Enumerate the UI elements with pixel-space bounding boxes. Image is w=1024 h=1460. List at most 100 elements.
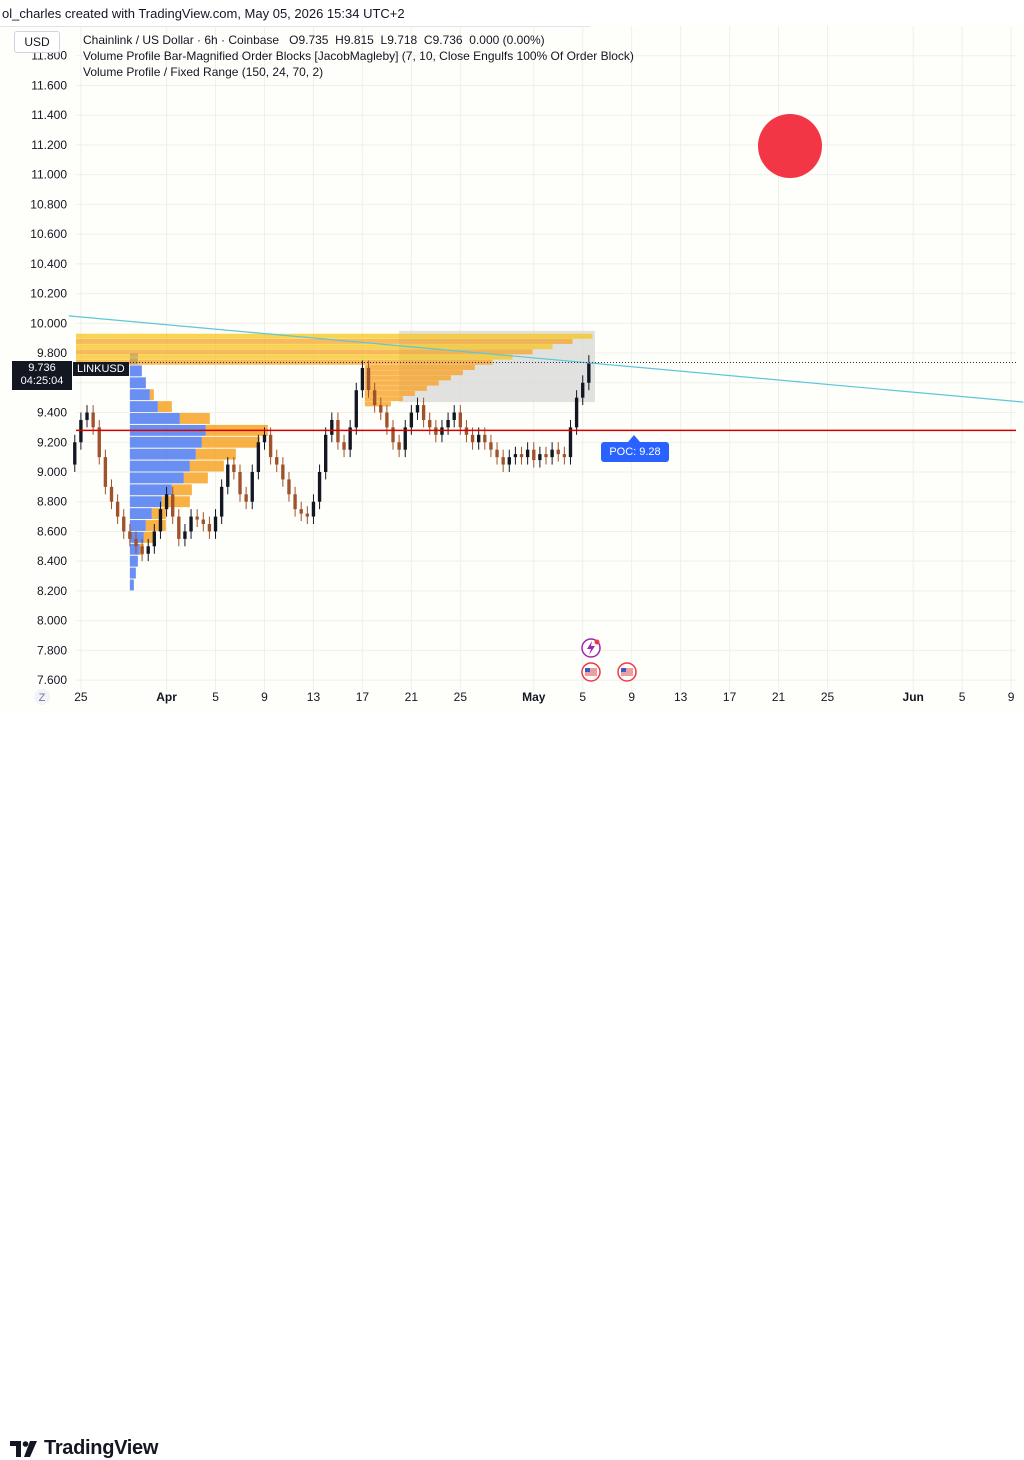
close-value: C9.736 [423,33,463,47]
vp-down-bar [129,567,136,579]
y-tick-label: 9.200 [37,435,67,449]
x-tick-label: 21 [772,690,786,704]
candle-body [195,516,199,520]
candle-body [446,419,450,428]
candle-body [556,449,560,455]
x-tick-label: 9 [1008,690,1015,704]
candle-body [317,471,322,502]
x-tick-label: 5 [579,690,586,704]
trendline [68,315,1024,403]
vp-down-bar [129,484,172,496]
candle-body [103,457,108,487]
candle-body [281,464,285,480]
candle-body [262,434,267,443]
flag-canton [585,668,590,672]
candle-body [470,434,475,443]
overlays [68,315,1024,432]
poc-label[interactable]: POC: 9.28 [601,442,669,462]
symbol-name[interactable]: Chainlink / US Dollar · 6h · Coinbase [83,33,280,47]
event-icons [581,638,637,682]
x-axis: 25 Apr 5 9 13 17 21 25 May 5 9 13 17 21 25 Jun 5 9 [74,690,1015,704]
indicator-volume-profile[interactable]: Volume Profile / Fixed Range (150, 24, 7… [83,65,324,79]
candle-body [299,509,303,514]
x-tick-label: 13 [307,690,321,704]
candle-body [360,367,365,391]
y-tick-label: 10.800 [30,197,67,211]
vp-down-bar [129,448,196,460]
candle-body [476,434,481,443]
tradingview-logo[interactable]: TradingView [10,1437,158,1460]
candle-body [519,454,524,458]
vp-up-bar [161,496,190,508]
indicator-order-blocks[interactable]: Volume Profile Bar-Magnified Order Block… [83,49,634,63]
vp-down-bar [129,508,152,520]
x-tick-label: Jun [903,690,924,704]
flag-canton-2 [621,668,626,672]
candle-body [287,479,291,495]
candle-body [91,412,95,428]
vp-up-bar [143,531,154,543]
candle-body [128,531,132,539]
order-block-band [76,344,553,350]
candle-body [293,494,297,510]
candle-body [342,442,346,450]
candle-body [226,464,230,487]
ticker-tag: LINKUSD [73,362,129,376]
candle-body [385,412,389,428]
vp-up-bar [149,389,154,401]
vp-up-bar [157,401,172,413]
bar-countdown: 04:25:04 [20,375,64,387]
candle-body [397,442,401,450]
candle-body [171,494,175,517]
poc-label-pointer [628,435,640,442]
candle-body [73,442,77,465]
order-block-band [76,349,533,355]
x-tick-label: 9 [261,690,268,704]
vp-down-bar [129,436,202,448]
candle-body [587,362,591,383]
y-tick-label: 10.000 [30,316,67,330]
candle-body [372,390,377,406]
candle-body [366,367,371,391]
vp-up-bar [179,413,210,424]
x-tick-label: 5 [212,690,219,704]
vp-down-bar [129,389,150,401]
candle-body [348,427,352,450]
z-button[interactable]: Z [34,689,50,705]
y-tick-label: 9.400 [37,406,67,420]
vp-down-bar [129,579,134,591]
flag-stripes-2 [621,668,633,676]
y-tick-label: 11.000 [31,168,67,182]
candle-body [158,509,163,532]
order-block-side-bar [364,380,439,386]
vp-down-bar [129,365,142,377]
candle-body [115,501,120,517]
order-block-band [76,354,513,360]
y-tick-label: 10.200 [30,287,67,301]
candle-body [140,546,144,554]
candle-body [379,405,383,413]
candle-body [532,449,536,461]
candle-body [85,412,89,420]
y-tick-label: 9.800 [37,346,67,360]
vp-up-bar [195,448,236,460]
x-tick-label: 25 [821,690,835,704]
y-tick-label: 8.200 [37,584,67,598]
vp-up-bar [183,472,208,484]
candle-body [201,519,205,525]
grid [76,26,1016,692]
candle-body [146,546,150,554]
candle-body [525,449,530,458]
candle-body [513,454,518,458]
y-tick-label: 7.800 [37,643,67,657]
order-block-side-bar [364,370,463,376]
attribution-text: ol_charles created with TradingView.com,… [2,6,405,21]
x-tick-label: 25 [74,690,88,704]
y-tick-label: 10.600 [30,227,67,241]
candle-body [574,397,579,428]
red-badge-dot [594,639,600,645]
vp-down-bar [129,555,138,567]
currency-selector[interactable]: USD [14,31,60,53]
flag-stripes [585,668,597,676]
price-chart[interactable]: 11.80011.60011.40011.20011.00010.80010.6… [0,26,1024,712]
